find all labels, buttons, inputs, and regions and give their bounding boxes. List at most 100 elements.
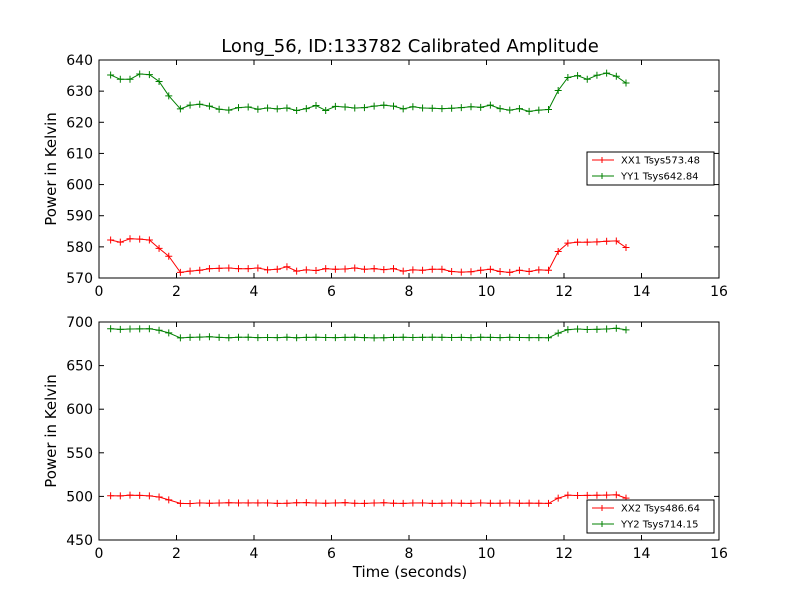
data-point-marker bbox=[496, 499, 504, 507]
data-point-marker bbox=[477, 103, 485, 111]
data-point-marker bbox=[186, 101, 194, 109]
data-point-marker bbox=[612, 237, 620, 245]
data-point-marker bbox=[244, 499, 252, 507]
data-point-marker bbox=[399, 333, 407, 341]
data-point-marker bbox=[254, 499, 262, 507]
data-point-marker bbox=[341, 265, 349, 273]
data-point-marker bbox=[196, 499, 204, 507]
data-point-marker bbox=[583, 491, 591, 499]
data-point-marker bbox=[225, 106, 233, 114]
data-point-marker bbox=[186, 267, 194, 275]
data-point-marker bbox=[331, 499, 339, 507]
data-point-marker bbox=[107, 325, 115, 333]
data-point-marker bbox=[186, 500, 194, 508]
data-point-marker bbox=[486, 499, 494, 507]
data-point-marker bbox=[302, 499, 310, 507]
y-ticks-1: 570 580 590 600 610 620 630 640 bbox=[66, 53, 719, 287]
y-axis-label-1: Power in Kelvin bbox=[42, 112, 60, 226]
data-point-marker bbox=[622, 326, 630, 334]
data-point-marker bbox=[467, 334, 475, 342]
data-point-marker bbox=[593, 238, 601, 246]
data-point-marker bbox=[165, 496, 173, 504]
data-point-marker bbox=[145, 236, 153, 244]
data-point-marker bbox=[612, 324, 620, 332]
data-point-marker bbox=[409, 103, 417, 111]
data-point-marker bbox=[525, 267, 533, 275]
data-point-marker bbox=[515, 499, 523, 507]
legend-marker-yy1 bbox=[599, 173, 605, 179]
data-point-marker bbox=[409, 499, 417, 507]
legend-entry-xx2: XX2 Tsys486.64 bbox=[592, 504, 700, 515]
plot-frame-1 bbox=[98, 59, 720, 279]
data-point-marker bbox=[264, 499, 272, 507]
data-point-marker bbox=[399, 105, 407, 113]
plot-panel-1: Long_56, ID:133782 Calibrated Amplitude … bbox=[42, 36, 728, 300]
legend-entry-yy2: YY2 Tsys714.15 bbox=[592, 520, 699, 531]
y-tick-label: 610 bbox=[66, 146, 93, 162]
data-point-marker bbox=[506, 499, 514, 507]
x-tick-label: 12 bbox=[555, 284, 573, 300]
data-point-marker bbox=[322, 106, 330, 114]
data-point-marker bbox=[583, 238, 591, 246]
data-point-marker bbox=[126, 491, 134, 499]
data-point-marker bbox=[593, 325, 601, 333]
data-point-marker bbox=[554, 248, 562, 256]
legend-entry-xx1: XX1 Tsys573.48 bbox=[592, 156, 700, 167]
data-point-marker bbox=[545, 499, 552, 507]
data-point-marker bbox=[215, 105, 223, 113]
data-point-marker bbox=[254, 264, 262, 272]
x-tick-label: 16 bbox=[710, 284, 728, 300]
data-point-marker bbox=[545, 334, 552, 342]
data-point-marker bbox=[215, 499, 223, 507]
data-point-marker bbox=[254, 105, 262, 113]
data-point-marker bbox=[583, 325, 591, 333]
data-point-marker bbox=[235, 499, 242, 507]
legend-label-yy2: YY2 Tsys714.15 bbox=[620, 520, 699, 531]
data-point-marker bbox=[428, 265, 436, 273]
data-point-marker bbox=[554, 87, 562, 95]
x-tick-label: 14 bbox=[633, 546, 651, 562]
data-point-marker bbox=[477, 499, 485, 507]
data-point-marker bbox=[622, 79, 630, 87]
y-tick-label: 590 bbox=[66, 209, 93, 225]
data-point-marker bbox=[302, 333, 310, 341]
data-point-marker bbox=[574, 325, 582, 333]
data-point-marker bbox=[126, 325, 134, 333]
data-point-marker bbox=[370, 499, 378, 507]
data-point-marker bbox=[360, 104, 368, 112]
data-point-marker bbox=[155, 244, 163, 252]
data-point-marker bbox=[583, 75, 591, 83]
y-tick-label: 580 bbox=[66, 240, 93, 256]
x-tick-label: 4 bbox=[250, 546, 259, 562]
data-point-marker bbox=[515, 266, 523, 274]
data-point-marker bbox=[196, 333, 204, 341]
data-point-marker bbox=[116, 75, 124, 83]
legend-marker-xx1 bbox=[599, 157, 605, 163]
data-point-marker bbox=[244, 265, 252, 273]
data-point-marker bbox=[155, 326, 163, 334]
data-point-marker bbox=[176, 499, 184, 507]
data-point-marker bbox=[273, 105, 281, 113]
data-point-marker bbox=[448, 499, 456, 507]
data-point-marker bbox=[370, 265, 378, 273]
data-point-marker bbox=[155, 493, 163, 501]
data-point-marker bbox=[380, 101, 388, 109]
data-point-marker bbox=[496, 267, 504, 275]
data-point-marker bbox=[225, 499, 233, 507]
data-point-marker bbox=[564, 239, 572, 247]
data-point-marker bbox=[264, 334, 272, 342]
data-point-marker bbox=[341, 499, 349, 507]
data-point-marker bbox=[215, 264, 223, 272]
data-point-marker bbox=[196, 266, 204, 274]
data-point-marker bbox=[136, 235, 144, 243]
legend-frame-1 bbox=[586, 151, 715, 186]
data-point-marker bbox=[273, 499, 281, 507]
data-point-marker bbox=[136, 70, 144, 78]
data-point-marker bbox=[603, 237, 611, 245]
data-point-marker bbox=[380, 334, 388, 342]
data-point-marker bbox=[438, 499, 446, 507]
x-ticks-1: 0 2 4 6 8 10 12 14 16 bbox=[95, 60, 728, 300]
series-markers-1 bbox=[107, 69, 630, 276]
data-point-marker bbox=[390, 333, 397, 341]
data-point-marker bbox=[506, 106, 514, 114]
